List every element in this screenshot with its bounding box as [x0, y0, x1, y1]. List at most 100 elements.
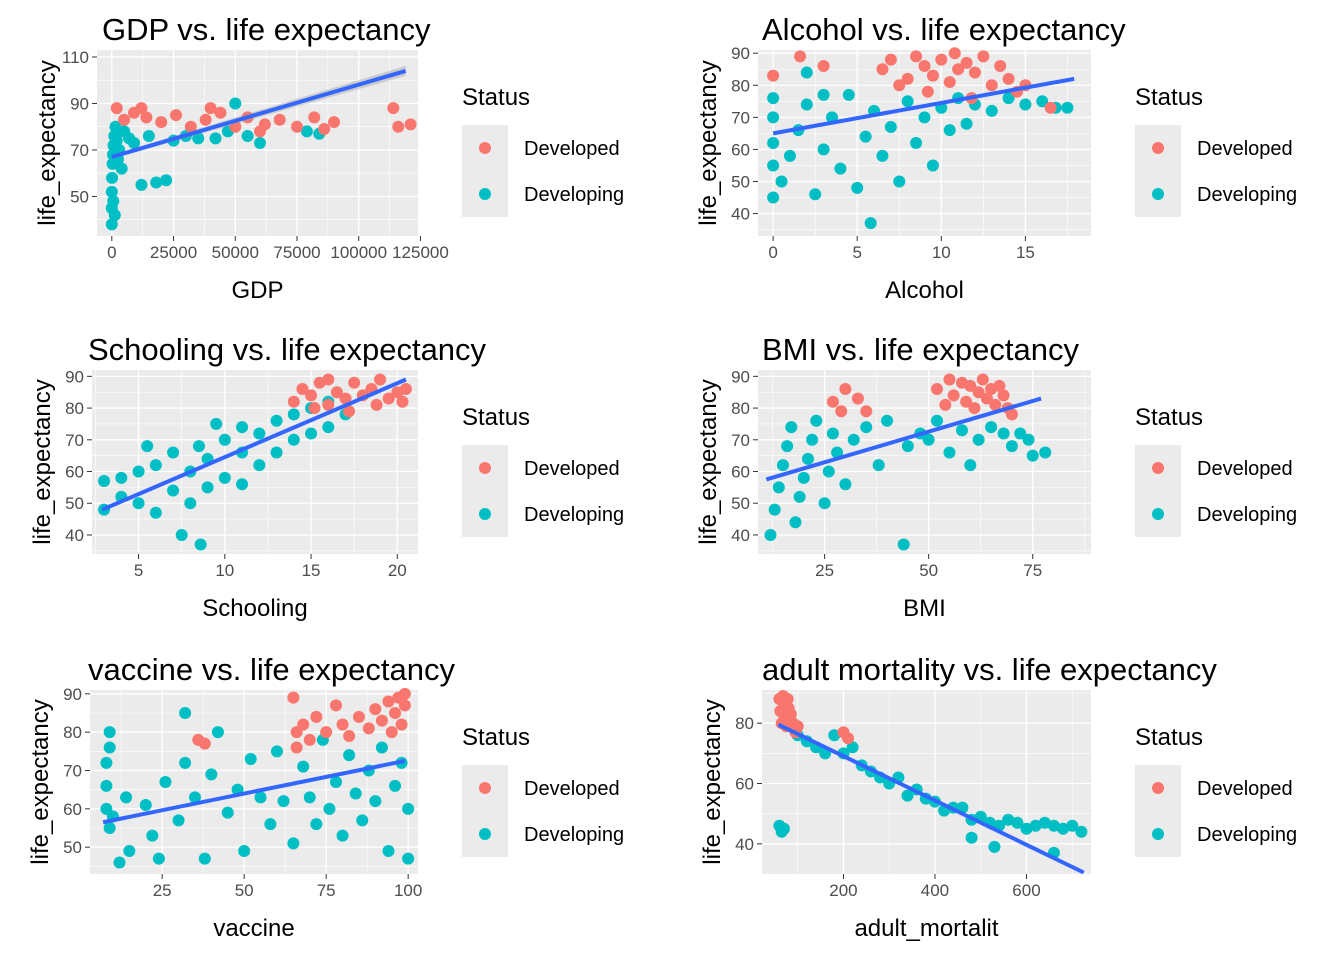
- point-developed: [939, 398, 952, 411]
- legend-title: Status: [1135, 84, 1203, 111]
- point-developing: [985, 421, 998, 434]
- point-developed: [398, 699, 411, 712]
- x-tick-label: 100: [394, 881, 422, 900]
- point-developed: [396, 395, 409, 408]
- point-developing: [100, 779, 113, 792]
- plot-panel: [758, 50, 1091, 236]
- point-developing: [817, 88, 830, 101]
- point-developed: [318, 123, 331, 136]
- x-axis-label: GDP: [231, 277, 283, 304]
- point-developed: [398, 687, 411, 700]
- y-tick-label: 50: [63, 838, 82, 857]
- point-developed: [860, 405, 873, 418]
- legend-label: Developed: [1197, 138, 1293, 160]
- point-developed: [352, 710, 365, 723]
- point-developing: [985, 104, 998, 117]
- y-tick-label: 80: [731, 76, 750, 95]
- point-developing: [1047, 819, 1060, 832]
- point-developing: [132, 465, 145, 478]
- point-developed: [184, 120, 197, 133]
- x-tick-label: 25: [815, 561, 834, 580]
- x-tick-label: 600: [1012, 881, 1040, 900]
- point-developing: [972, 433, 985, 446]
- point-developed: [968, 66, 981, 79]
- point-developing: [149, 459, 162, 472]
- legend-label: Developing: [524, 504, 624, 526]
- legend-label: Developed: [524, 138, 620, 160]
- point-developing: [1005, 440, 1018, 453]
- y-tick-label: 80: [735, 714, 754, 733]
- y-axis-label: life_expectancy: [27, 699, 54, 864]
- trend-line: [777, 722, 1085, 875]
- legend-key-developed: [479, 142, 491, 154]
- point-developing: [764, 528, 777, 541]
- point-developed: [310, 710, 323, 723]
- legend-key-developing: [479, 188, 491, 200]
- legend: Status Developed Developing: [462, 404, 624, 537]
- point-developing: [817, 143, 830, 156]
- point-developing: [172, 814, 185, 827]
- point-developing: [132, 497, 145, 510]
- point-developing: [997, 427, 1010, 440]
- point-developing: [123, 845, 136, 857]
- point-developing: [1038, 816, 1051, 829]
- legend-label: Developed: [1197, 778, 1293, 800]
- point-developing: [872, 459, 885, 472]
- point-developing: [100, 756, 113, 769]
- point-developed: [997, 389, 1010, 402]
- point-developing: [783, 149, 796, 162]
- point-developing: [287, 408, 300, 421]
- point-developed: [369, 703, 382, 716]
- point-developing: [846, 741, 859, 754]
- point-developed: [943, 373, 956, 386]
- point-developing: [884, 120, 897, 133]
- y-tick-label: 50: [70, 187, 89, 206]
- point-developing: [194, 538, 207, 551]
- point-developed: [387, 102, 400, 115]
- point-developed: [884, 53, 897, 66]
- y-tick-label: 90: [65, 367, 84, 386]
- point-developing: [789, 516, 802, 529]
- point-developing: [1002, 92, 1015, 105]
- x-tick-label: 200: [829, 881, 857, 900]
- x-tick-label: 50: [235, 881, 254, 900]
- point-developing: [767, 92, 780, 105]
- point-developing: [382, 845, 395, 857]
- point-developed: [374, 373, 387, 386]
- point-developing: [901, 789, 914, 802]
- point-developing: [192, 440, 205, 453]
- x-axis-label: Schooling: [202, 595, 307, 622]
- point-developing: [767, 159, 780, 172]
- point-developing: [828, 729, 841, 742]
- point-developing: [323, 802, 336, 815]
- point-developing: [955, 424, 968, 437]
- legend-label: Developing: [1197, 184, 1297, 206]
- y-tick-label: 110: [62, 48, 89, 67]
- point-developed: [935, 53, 948, 66]
- legend-label: Developed: [524, 778, 620, 800]
- y-tick-label: 40: [731, 526, 750, 545]
- point-developed: [1044, 101, 1057, 114]
- chart-panel-1: 0 25000 50000 75000 100000 125000 50 70 90 110 GDP…: [34, 12, 624, 304]
- point-developed: [204, 102, 217, 115]
- y-axis-label: life_expectancy: [699, 699, 726, 864]
- x-tick-label: 400: [921, 881, 949, 900]
- point-developed: [968, 402, 981, 415]
- legend-key-developed: [1152, 142, 1164, 154]
- x-tick-label: 0: [107, 243, 116, 262]
- point-developing: [141, 440, 154, 453]
- point-developing: [254, 791, 267, 804]
- point-developing: [930, 414, 943, 427]
- point-developing: [1029, 819, 1042, 832]
- point-developed: [370, 398, 383, 411]
- plot-panel: [90, 690, 418, 874]
- point-developing: [785, 421, 798, 434]
- legend-title: Status: [462, 84, 530, 111]
- point-developing: [800, 66, 813, 79]
- point-developed: [382, 695, 395, 708]
- point-developing: [943, 446, 956, 459]
- point-developing: [781, 440, 794, 453]
- point-developed: [303, 733, 316, 746]
- point-developing: [349, 787, 362, 800]
